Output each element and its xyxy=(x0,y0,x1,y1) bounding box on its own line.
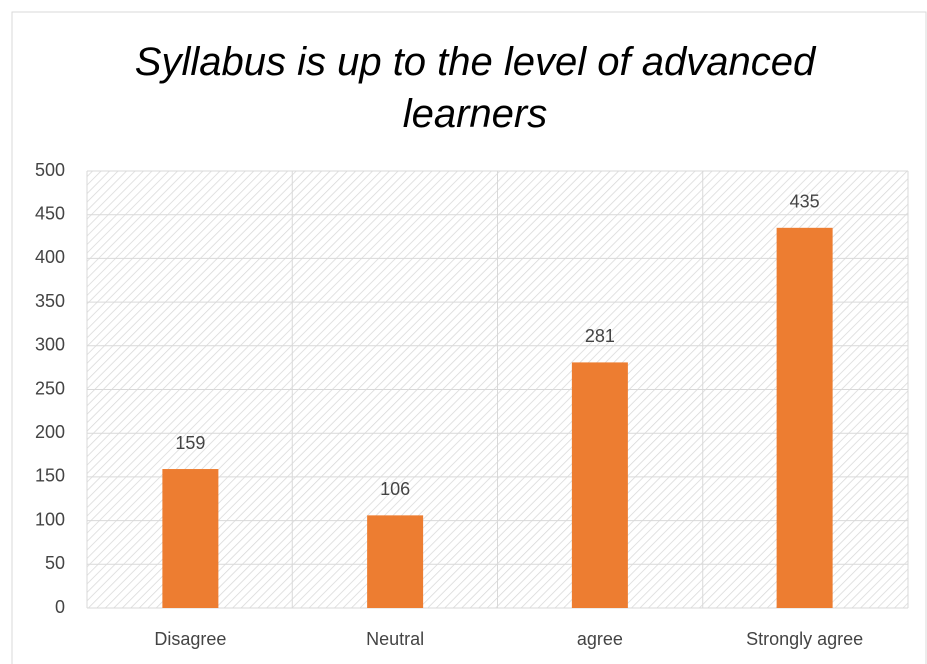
data-label: 435 xyxy=(790,192,820,212)
y-tick-label: 150 xyxy=(35,466,65,486)
y-tick-label: 300 xyxy=(35,335,65,355)
y-tick-label: 100 xyxy=(35,509,65,529)
chart-title: Syllabus is up to the level of advanced … xyxy=(134,40,816,136)
x-tick-label: Neutral xyxy=(366,629,424,649)
data-label: 281 xyxy=(585,326,615,346)
x-tick-label: agree xyxy=(577,629,623,649)
y-tick-label: 200 xyxy=(35,422,65,442)
bar xyxy=(367,515,424,608)
y-tick-label: 0 xyxy=(55,597,65,617)
bar xyxy=(776,227,833,608)
data-label: 159 xyxy=(175,433,205,453)
bar xyxy=(571,362,628,608)
data-label: 106 xyxy=(380,479,410,499)
y-tick-label: 500 xyxy=(35,160,65,180)
bar xyxy=(162,469,219,608)
chart-border xyxy=(11,11,927,664)
y-tick-label: 350 xyxy=(35,291,65,311)
y-tick-label: 400 xyxy=(35,247,65,267)
y-tick-label: 250 xyxy=(35,378,65,398)
y-tick-label: 50 xyxy=(45,553,65,573)
x-tick-label: Disagree xyxy=(154,629,226,649)
y-tick-label: 450 xyxy=(35,203,65,223)
x-tick-label: Strongly agree xyxy=(746,629,863,649)
